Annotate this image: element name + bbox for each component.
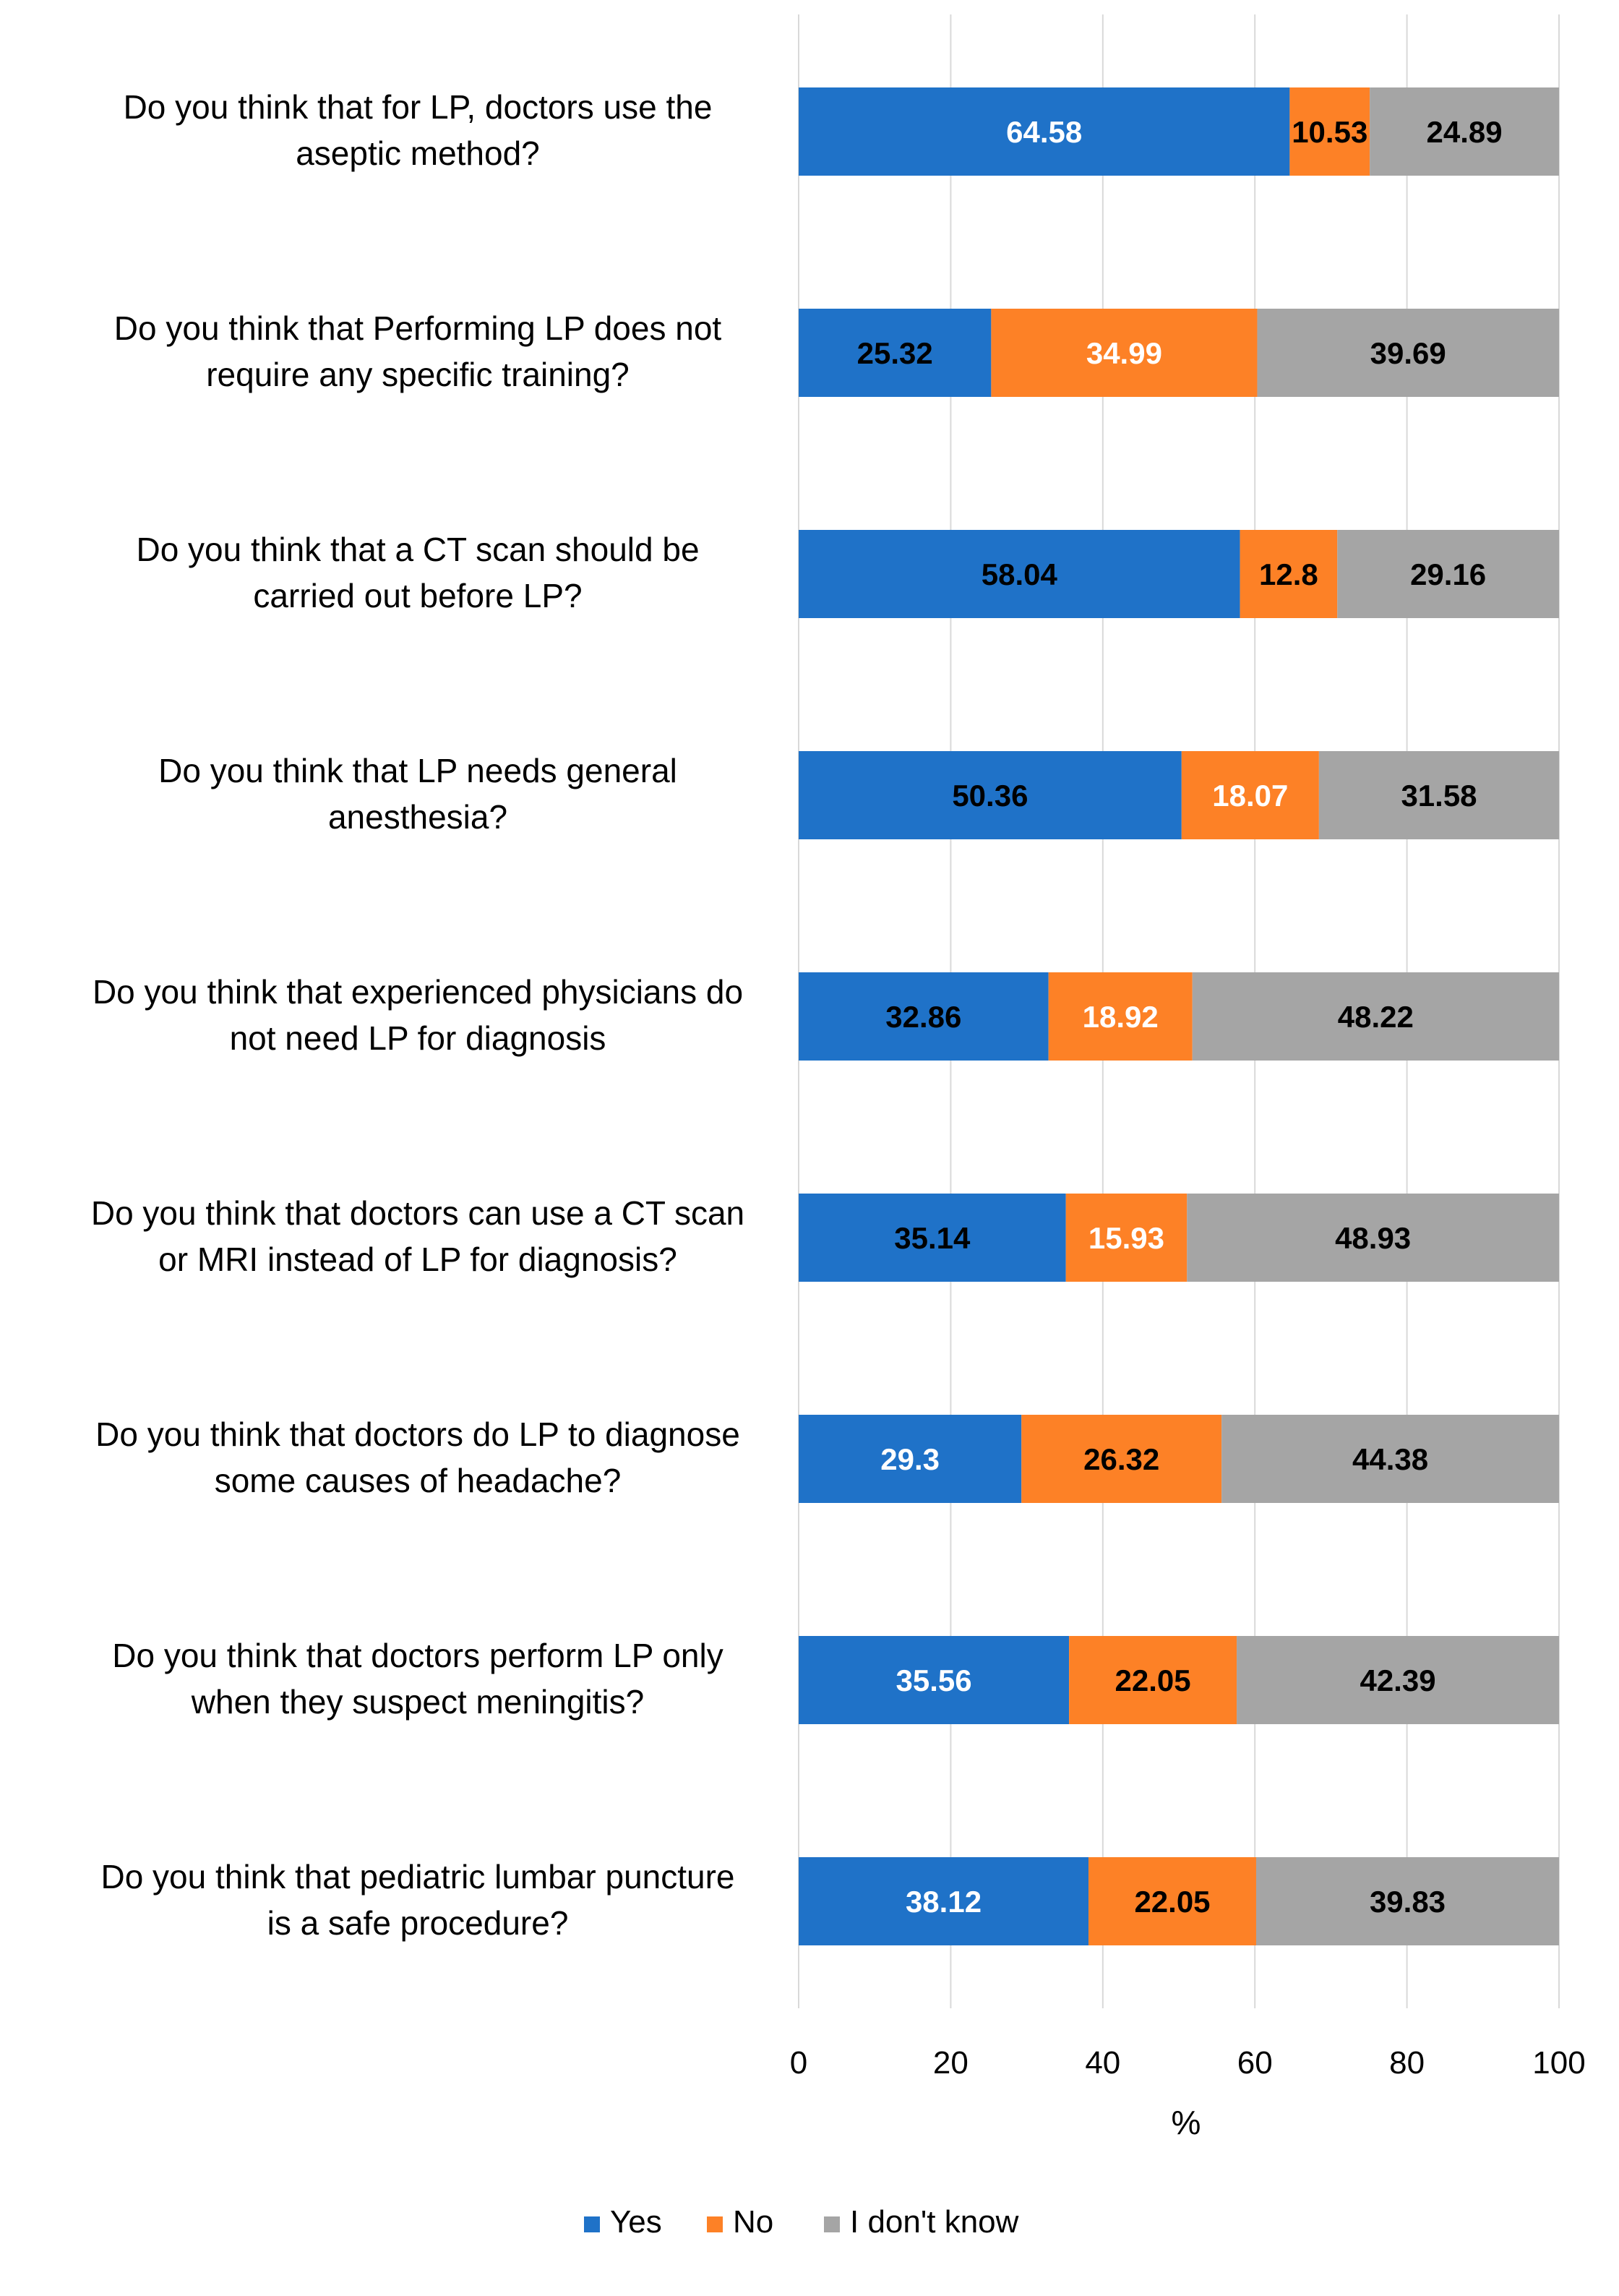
bar-no — [991, 309, 1258, 397]
category-label: Do you think that doctors perform LP onl… — [112, 1637, 723, 1674]
bar-i-don-t-know — [1221, 1415, 1559, 1503]
data-label: 22.05 — [1115, 1663, 1191, 1697]
data-label: 34.99 — [1086, 336, 1162, 370]
category-label: Do you think that LP needs general — [158, 752, 677, 789]
data-label: 18.07 — [1212, 779, 1288, 813]
x-axis-ticks: 0 20 40 60 80 100 — [790, 2045, 1586, 2081]
x-tick-label: 100 — [1532, 2045, 1585, 2081]
data-label: 35.56 — [896, 1663, 971, 1697]
bar-no — [1021, 1415, 1222, 1503]
category-label: or MRI instead of LP for diagnosis? — [158, 1241, 677, 1278]
data-label: 48.93 — [1335, 1221, 1411, 1255]
bar-no — [1088, 1857, 1256, 1945]
bar-i-don-t-know — [1370, 87, 1559, 176]
bar-yes — [799, 530, 1240, 618]
legend: Yes No I don't know — [584, 2204, 1019, 2240]
bar-yes — [799, 972, 1049, 1061]
data-label: 38.12 — [906, 1885, 982, 1919]
category-label: Do you think that experienced physicians… — [93, 973, 743, 1011]
legend-label: I don't know — [850, 2204, 1019, 2240]
category-label: require any specific training? — [206, 356, 630, 393]
category-label: Do you think that pediatric lumbar punct… — [100, 1858, 734, 1896]
bar-i-don-t-know — [1192, 972, 1559, 1061]
bar-i-don-t-know — [1255, 1857, 1559, 1945]
bar-yes — [799, 1857, 1089, 1945]
data-label: 35.14 — [894, 1221, 971, 1255]
bar-yes — [799, 87, 1290, 176]
data-label: 50.36 — [952, 779, 1028, 813]
data-label: 26.32 — [1083, 1442, 1159, 1476]
legend-swatch — [707, 2216, 723, 2232]
category-label: not need LP for diagnosis — [230, 1019, 606, 1057]
category-label: Do you think that for LP, doctors use th… — [124, 88, 713, 126]
legend-swatch — [584, 2216, 600, 2232]
data-label: 58.04 — [982, 557, 1058, 591]
bar-i-don-t-know — [1187, 1194, 1559, 1282]
data-label: 12.8 — [1259, 557, 1318, 591]
data-label: 39.69 — [1370, 336, 1446, 370]
bar-no — [1181, 751, 1319, 839]
bar-no — [1289, 87, 1370, 176]
x-tick-label: 40 — [1085, 2045, 1120, 2081]
category-label: some causes of headache? — [215, 1462, 622, 1499]
data-label: 15.93 — [1088, 1221, 1164, 1255]
category-label: Do you think that Performing LP does not — [114, 309, 722, 347]
category-label: aseptic method? — [296, 134, 540, 172]
data-label: 18.92 — [1083, 1000, 1159, 1034]
bar-i-don-t-know — [1318, 751, 1560, 839]
data-label: 29.3 — [880, 1442, 940, 1476]
data-label: 31.58 — [1401, 779, 1477, 813]
legend-swatch — [824, 2216, 840, 2232]
bar-yes — [799, 1636, 1070, 1724]
data-label: 25.32 — [857, 336, 933, 370]
x-tick-label: 60 — [1237, 2045, 1273, 2081]
category-label: anesthesia? — [328, 798, 507, 836]
category-label: when they suspect meningitis? — [191, 1683, 644, 1721]
category-label: is a safe procedure? — [267, 1904, 569, 1942]
bars — [799, 87, 1560, 1945]
bar-no — [1048, 972, 1193, 1061]
bar-i-don-t-know — [1337, 530, 1559, 618]
bar-no — [1065, 1194, 1188, 1282]
category-label: carried out before LP? — [253, 577, 582, 614]
legend-label: No — [733, 2204, 773, 2240]
bar-yes — [799, 751, 1182, 839]
bar-no — [1240, 530, 1338, 618]
x-axis-title: % — [1172, 2104, 1201, 2141]
data-label: 32.86 — [885, 1000, 961, 1034]
data-label: 39.83 — [1370, 1885, 1446, 1919]
bar-yes — [799, 1194, 1066, 1282]
data-label: 44.38 — [1352, 1442, 1428, 1476]
data-label: 10.53 — [1292, 115, 1367, 149]
data-label: 22.05 — [1134, 1885, 1210, 1919]
data-label: 48.22 — [1338, 1000, 1414, 1034]
data-label: 42.39 — [1360, 1663, 1435, 1697]
data-label: 24.89 — [1427, 115, 1503, 149]
bar-i-don-t-know — [1257, 309, 1559, 397]
legend-label: Yes — [610, 2204, 662, 2240]
bar-yes — [799, 309, 992, 397]
x-tick-label: 80 — [1389, 2045, 1425, 2081]
data-labels: 64.58 10.53 24.89 25.32 34.99 39.69 58.04 12.8 2… — [857, 115, 1503, 1919]
category-labels: Do you think that for LP, doctors use th… — [91, 88, 744, 1942]
x-tick-label: 20 — [933, 2045, 969, 2081]
bar-i-don-t-know — [1237, 1636, 1559, 1724]
bar-no — [1069, 1636, 1237, 1724]
category-label: Do you think that doctors can use a CT s… — [91, 1194, 744, 1232]
bar-yes — [799, 1415, 1022, 1503]
category-label: Do you think that a CT scan should be — [136, 531, 699, 568]
data-label: 29.16 — [1410, 557, 1486, 591]
category-label: Do you think that doctors do LP to diagn… — [95, 1415, 740, 1453]
data-label: 64.58 — [1006, 115, 1082, 149]
x-tick-label: 0 — [790, 2045, 807, 2081]
